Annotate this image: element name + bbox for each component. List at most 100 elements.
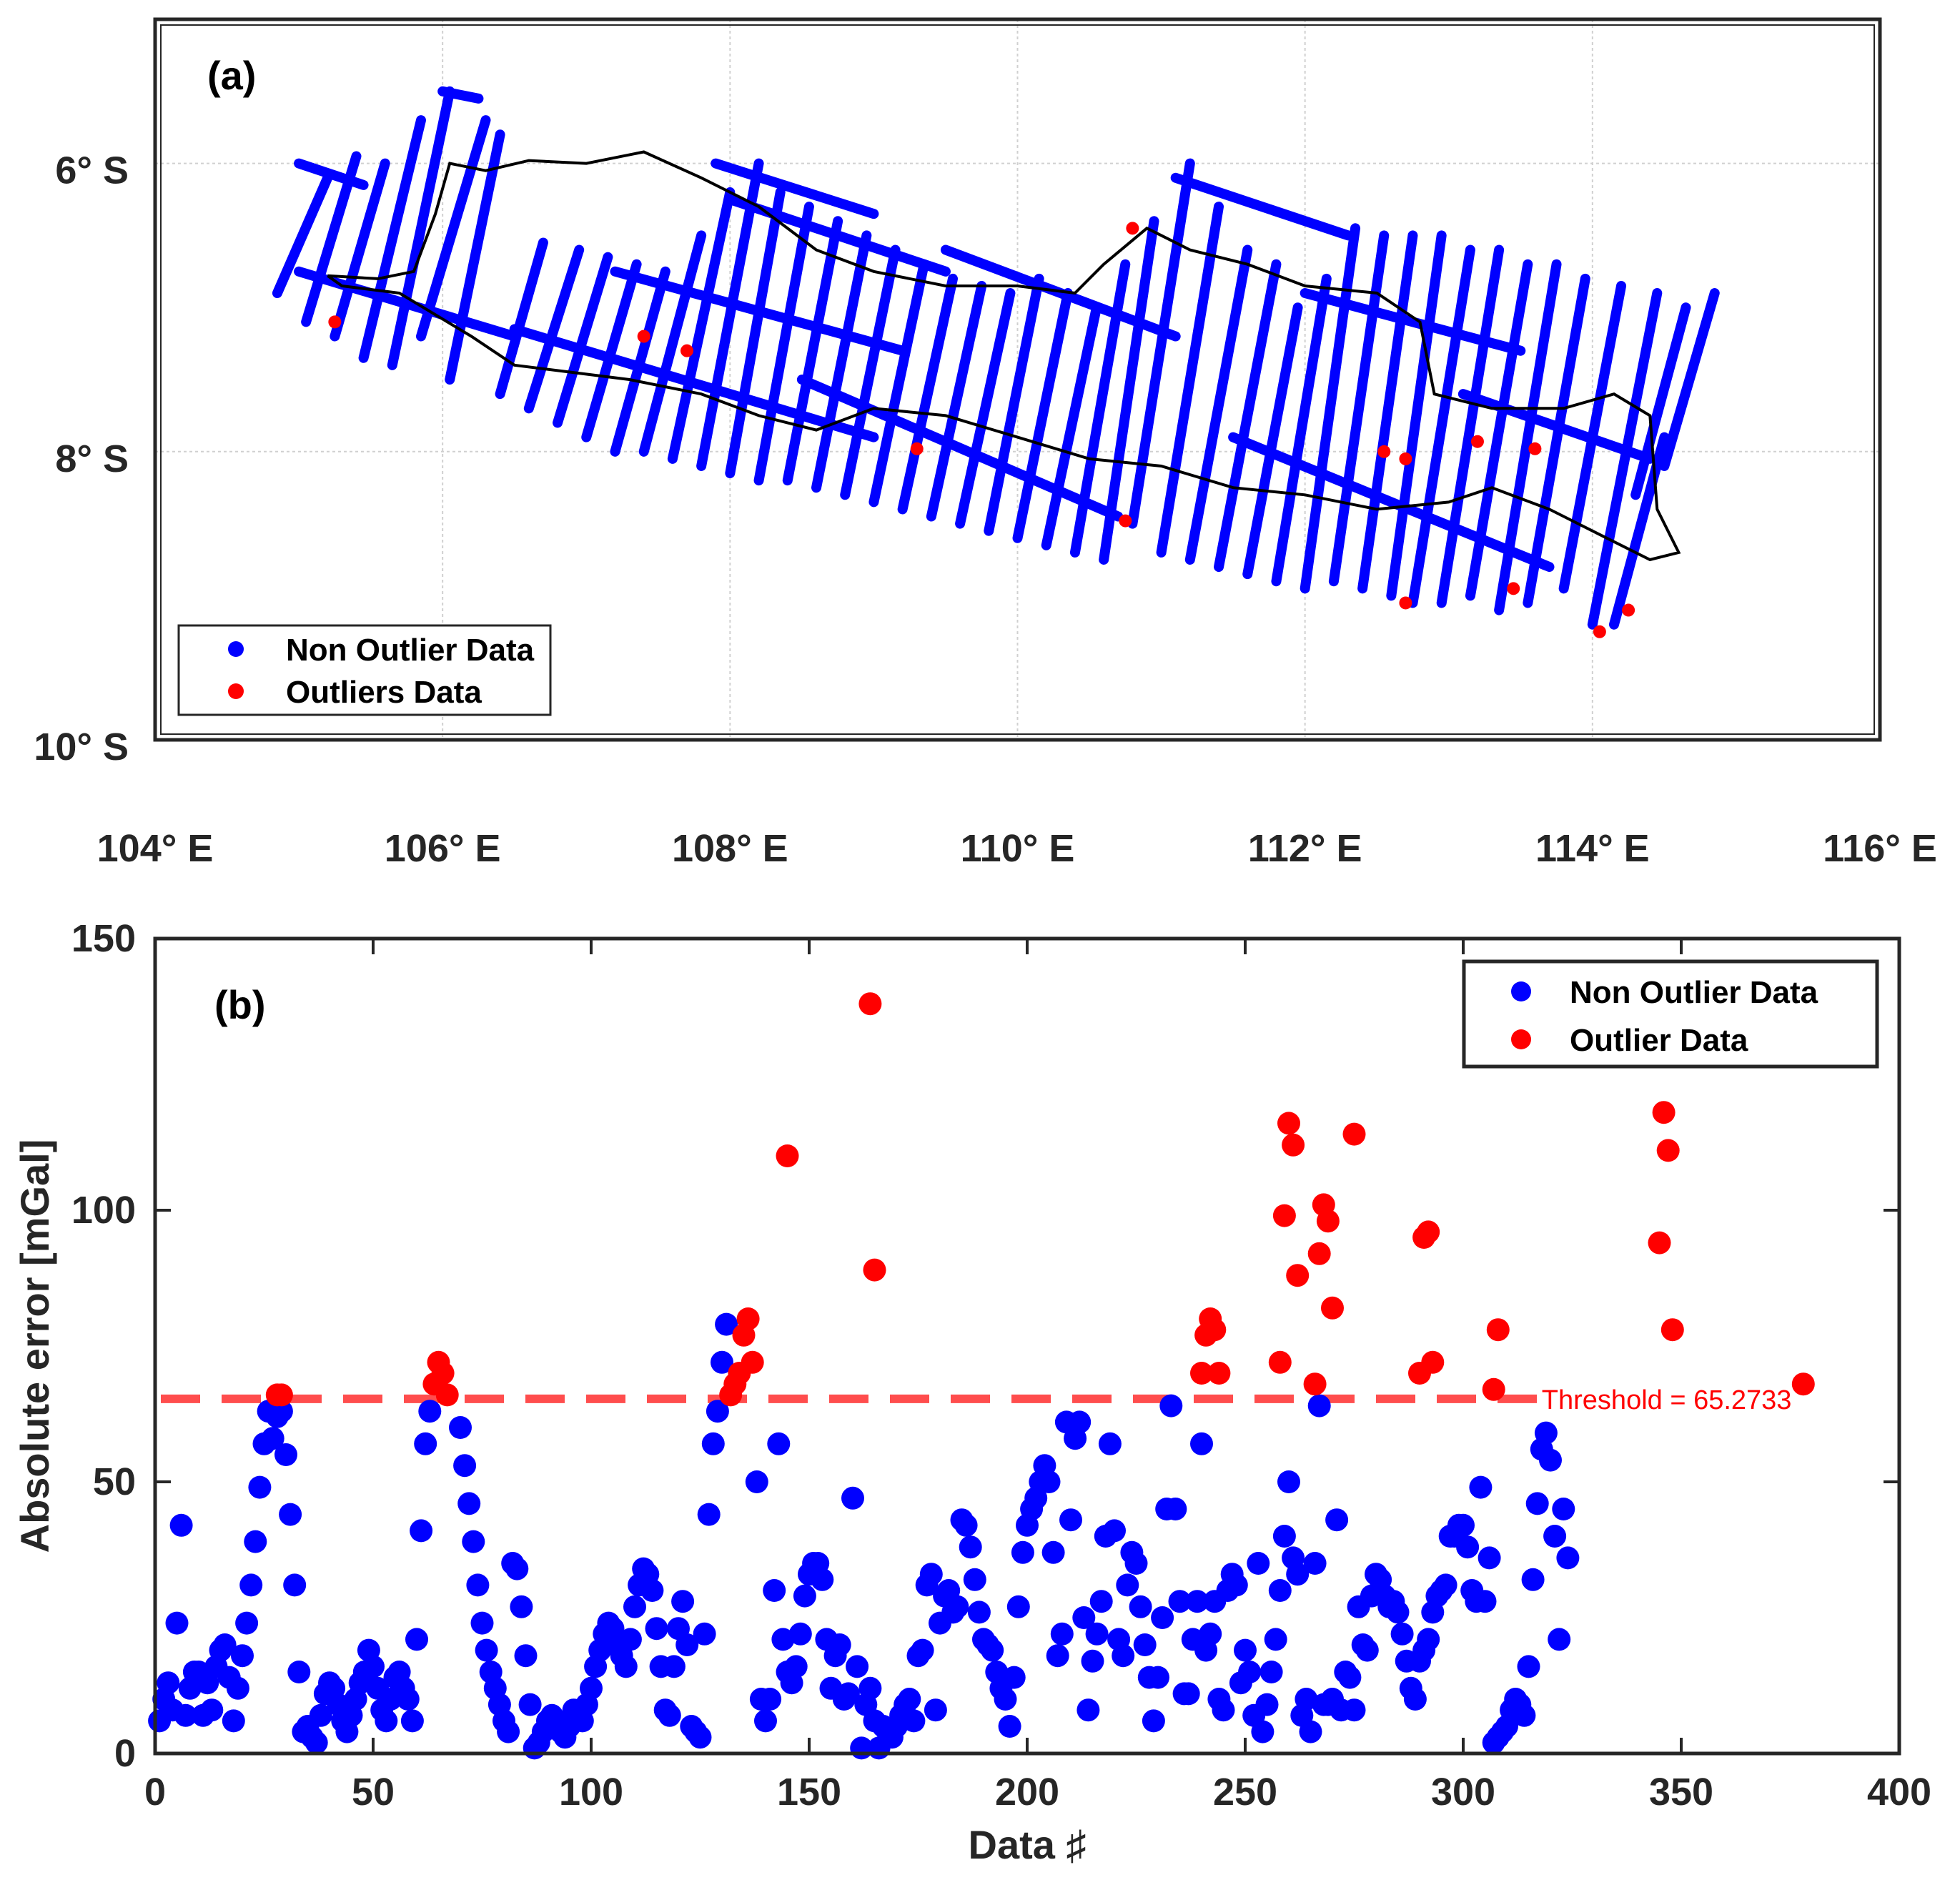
outlier-point [736, 1307, 760, 1330]
non-outlier-point [235, 1611, 259, 1635]
x-axis-label: Data ♯ [969, 1822, 1087, 1867]
non-outlier-point [1469, 1475, 1493, 1499]
outlier-points-map [328, 222, 1635, 638]
survey-track [811, 230, 872, 493]
survey-track [1012, 288, 1073, 543]
outlier-point [776, 1144, 799, 1167]
map-legend: Non Outlier Data Outliers Data [177, 624, 552, 716]
non-outlier-point [1272, 1525, 1296, 1548]
non-outlier-point [1041, 1540, 1065, 1564]
survey-track [725, 187, 786, 479]
outlier-point [741, 1350, 764, 1374]
non-outlier-point [767, 1432, 791, 1455]
non-outlier-point [836, 1682, 860, 1706]
map-lon-tick-label: 112° E [1248, 827, 1362, 870]
outlier-point [435, 1383, 459, 1407]
non-outlier-point [981, 1638, 1004, 1662]
survey-track [358, 115, 427, 363]
outlier-point [1286, 1264, 1310, 1287]
non-outlier-point [658, 1703, 681, 1727]
non-outlier-point [226, 1676, 249, 1700]
outlier-point [1791, 1372, 1815, 1396]
non-outlier-point [793, 1584, 816, 1608]
non-outlier-point [505, 1557, 529, 1580]
outlier-point [1652, 1101, 1676, 1124]
non-outlier-point [745, 1470, 768, 1493]
non-outlier-point [279, 1503, 302, 1526]
non-outlier-point [497, 1720, 520, 1743]
non-outlier-point [305, 1731, 328, 1754]
non-outlier-point [1164, 1498, 1187, 1520]
survey-cross-track [1457, 389, 1655, 464]
non-outlier-point [1177, 1682, 1200, 1706]
survey-track [387, 86, 455, 370]
survey-cross-track [610, 266, 908, 356]
non-outlier-point [261, 1427, 284, 1450]
non-outlier-point [788, 1622, 812, 1646]
survey-track [984, 273, 1044, 536]
non-outlier-point [693, 1622, 716, 1646]
non-outlier-point [1168, 1590, 1192, 1613]
non-outlier-point [1525, 1492, 1549, 1515]
outlier-point [1203, 1318, 1227, 1342]
outlier-point [1277, 1112, 1300, 1135]
non-outlier-point [1076, 1698, 1100, 1722]
non-outlier-point [1147, 1666, 1169, 1689]
survey-cross-track [1170, 172, 1353, 241]
survey-track [553, 252, 613, 428]
outlier-point [863, 1258, 886, 1282]
non-outlier-point [959, 1535, 982, 1559]
non-outlier-point [1264, 1628, 1287, 1651]
map-frame-inner [160, 24, 1875, 735]
non-outlier-point [924, 1698, 947, 1722]
non-outlier-point [902, 1709, 926, 1733]
survey-cross-track [294, 158, 369, 190]
outlier-point-map [1377, 445, 1391, 458]
non-outlier-point [449, 1416, 472, 1439]
survey-track [1041, 302, 1102, 550]
non-outlier-point [1011, 1540, 1034, 1564]
non-outlier-point [518, 1693, 542, 1716]
outlier-point-map [680, 344, 694, 357]
non-outlier-point [287, 1661, 311, 1683]
y-axis-label: Absolute error [mGal] [12, 1139, 57, 1553]
non-outlier-point [580, 1676, 603, 1700]
non-outlier-point [1002, 1666, 1026, 1689]
x-tick-label: 400 [1867, 1771, 1931, 1814]
non-outlier-point [1403, 1688, 1427, 1711]
survey-cross-track [1228, 432, 1555, 573]
non-outlier-point [248, 1475, 272, 1499]
non-outlier-point [1116, 1573, 1139, 1597]
survey-track [1156, 202, 1224, 558]
survey-track [696, 158, 764, 471]
survey-track [1242, 302, 1303, 580]
non-outlier-point [1199, 1622, 1222, 1646]
non-outlier-point [1124, 1552, 1148, 1575]
non-outlier-point [671, 1590, 695, 1613]
outlier-point-map [1126, 222, 1139, 235]
non-outlier-point [470, 1611, 494, 1635]
x-tick-label: 100 [559, 1771, 623, 1814]
x-tick-label: 150 [777, 1771, 841, 1814]
map-lat-tick-label: 6° S [55, 149, 129, 192]
non-outlier-point [1386, 1601, 1410, 1624]
non-outlier-point [858, 1676, 882, 1700]
survey-track [330, 158, 390, 342]
non-outlier-point [1307, 1394, 1331, 1418]
outlier-point-map [910, 442, 924, 455]
non-outlier-point [784, 1655, 808, 1678]
survey-track [1587, 288, 1663, 630]
survey-track [1328, 230, 1390, 587]
non-outlier-point [645, 1617, 668, 1641]
outlier-point [1417, 1220, 1440, 1244]
map-lat-tick-label: 10° S [34, 726, 129, 768]
y-tick-label: 50 [93, 1460, 136, 1503]
legend-outlier-label: Outliers Data [286, 675, 482, 710]
non-outlier-point [1251, 1720, 1275, 1743]
non-outlier-point [898, 1688, 921, 1711]
survey-cross-track [796, 375, 1124, 522]
outlier-point [1482, 1377, 1505, 1401]
non-outlier-point [614, 1655, 638, 1678]
